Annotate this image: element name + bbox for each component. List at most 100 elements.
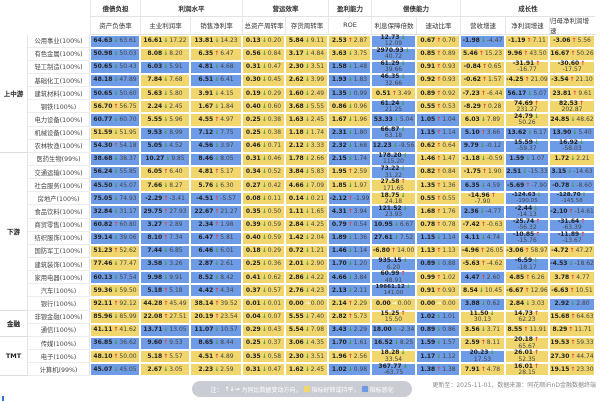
- metric-cell: 1.59 ↓ 1.57: [416, 336, 460, 351]
- arrow-up-icon: ↑: [480, 339, 486, 347]
- arrow-up-icon: ↑: [436, 247, 442, 255]
- arrow-down-icon: ↓: [261, 36, 267, 44]
- previous-value: 41.62: [119, 326, 137, 334]
- metric-cell: 3.06 ↓ 4.35: [285, 336, 328, 351]
- current-value: 0.27: [245, 181, 261, 189]
- metric-cell: 1.42 ↓ 2.04: [285, 231, 328, 245]
- previous-value: 31.22: [384, 171, 403, 179]
- current-value: 73.22: [380, 165, 400, 173]
- arrow-up-icon: ↑: [436, 76, 442, 84]
- column-header[interactable]: 营收增速: [460, 17, 505, 35]
- metric-cell: 0.31 ↓ 0.47: [242, 60, 285, 74]
- current-value: 53.33: [373, 115, 393, 123]
- previous-value: 5.56: [577, 36, 591, 44]
- arrow-down-icon: ↓: [347, 102, 353, 110]
- previous-value: 0.62: [267, 273, 282, 281]
- previous-value: -58.03: [562, 145, 582, 153]
- current-value: 8.46: [198, 155, 214, 163]
- current-value: -1.19: [508, 36, 526, 44]
- metric-cell: 92.11 ↑ 92.12: [90, 297, 140, 311]
- metric-cell: 2.32 ↓ 1.68: [328, 139, 371, 153]
- previous-value: 5.07: [533, 89, 547, 97]
- previous-value: 10.51: [575, 286, 593, 294]
- metric-cell: 1.59 ↓ 1.07: [505, 152, 549, 166]
- column-header[interactable]: 利息保障倍数: [371, 17, 416, 35]
- previous-value: 5.81: [220, 234, 234, 242]
- metric-cell: 54.30 ↑ 54.18: [90, 139, 140, 153]
- metric-cell: -6.80 ↑ 14.00: [371, 244, 416, 259]
- previous-value: -17.57: [562, 66, 582, 74]
- arrow-up-icon: ↑: [481, 63, 487, 71]
- previous-value: 1.57: [442, 339, 456, 347]
- column-header[interactable]: ROE: [328, 17, 371, 35]
- arrow-up-icon: ↑: [535, 60, 541, 68]
- current-value: 0.08: [245, 194, 261, 202]
- arrow-down-icon: ↓: [113, 155, 119, 163]
- column-header[interactable]: 资产负债率: [90, 17, 140, 35]
- current-value: 2.30: [288, 352, 304, 360]
- arrow-down-icon: ↓: [570, 181, 576, 189]
- arrow-up-icon: ↑: [523, 326, 529, 334]
- arrow-down-icon: ↓: [113, 260, 119, 268]
- previous-value: 1.76: [442, 207, 456, 215]
- previous-value: 0.37: [267, 339, 282, 347]
- arrow-down-icon: ↓: [347, 115, 353, 123]
- arrow-up-icon: ↑: [480, 128, 486, 136]
- previous-value: 2.80: [576, 299, 590, 307]
- metric-cell: 6.35 ↓ 4.59: [460, 179, 505, 193]
- column-header[interactable]: 存货周转率: [285, 17, 328, 35]
- previous-value: 0.38: [267, 115, 282, 123]
- column-header[interactable]: 总资产周转率: [242, 17, 285, 35]
- arrow-up-icon: ↑: [400, 178, 406, 186]
- current-value: 16.92: [558, 138, 578, 146]
- metric-cell: 2.86 ↓ 4.22: [285, 271, 328, 285]
- arrow-up-icon: ↑: [113, 142, 119, 150]
- previous-value: 8.99: [169, 128, 183, 136]
- arrow-down-icon: ↓: [402, 257, 408, 265]
- arrow-up-icon: ↑: [533, 309, 539, 317]
- metric-cell: -1.18 ↓ -0.59: [460, 152, 505, 166]
- metric-cell: 4.81 ↑ 5.17: [190, 166, 242, 180]
- previous-value: 1.61: [353, 339, 368, 347]
- column-header[interactable]: 净利润增速: [505, 17, 549, 35]
- column-header[interactable]: 速动比率: [416, 17, 460, 35]
- metric-cell: 8.29 ↑ 11.71: [549, 323, 595, 337]
- arrow-down-icon: ↓: [405, 284, 411, 291]
- arrow-down-icon: ↓: [214, 339, 220, 347]
- metric-cell: 9.98 ↓ 9.91: [140, 271, 190, 285]
- metric-cell: 7.44 ↓ 6.85: [140, 244, 190, 259]
- previous-value: 2.59: [353, 168, 368, 176]
- current-value: 5.18: [147, 352, 163, 360]
- segment-label: 下游: [0, 152, 28, 311]
- metric-cell: 66.87 ↓ 63.18: [371, 126, 416, 140]
- column-header[interactable]: 销售净利率: [190, 17, 242, 35]
- metric-cell: 1.67 ↓ 1.96: [328, 113, 371, 127]
- current-value: 9.98: [147, 273, 163, 281]
- column-header[interactable]: 归母净利润增速: [549, 17, 595, 35]
- arrow-down-icon: ↓: [400, 33, 406, 41]
- arrow-down-icon: ↓: [163, 36, 169, 44]
- arrow-up-icon: ↑: [347, 313, 353, 321]
- current-value: 2.14: [331, 299, 347, 307]
- arrow-down-icon: ↓: [304, 181, 310, 189]
- metric-cell: 24.85 ↓ 48.62: [549, 113, 595, 127]
- arrow-down-icon: ↓: [214, 326, 220, 334]
- column-header[interactable]: 主业利润率: [140, 17, 190, 35]
- arrow-down-icon: ↓: [113, 63, 119, 71]
- metric-cell: 50.65 ↓ 50.60: [90, 87, 140, 101]
- metric-cell: 75.05 ↓ 74.93: [90, 192, 140, 206]
- metric-cell: -1.98 ↓ -4.47: [460, 34, 505, 48]
- metric-cell: 0.55 ↑ 0.55: [416, 192, 460, 206]
- current-value: 0.55: [420, 194, 436, 202]
- current-value: 2.87: [198, 260, 214, 268]
- current-value: 18.00: [372, 326, 392, 334]
- previous-value: 8.11: [486, 339, 501, 347]
- current-value: 1.38: [420, 365, 436, 373]
- current-value: -8.29: [463, 102, 481, 110]
- current-value: 27.61: [373, 234, 393, 242]
- arrow-up-icon: ↑: [524, 247, 530, 255]
- arrow-down-icon: ↓: [527, 128, 533, 136]
- current-value: 935.15: [378, 257, 402, 265]
- current-value: 0.82: [420, 168, 436, 176]
- metric-cell: 3.68 ↓ 5.55: [285, 100, 328, 114]
